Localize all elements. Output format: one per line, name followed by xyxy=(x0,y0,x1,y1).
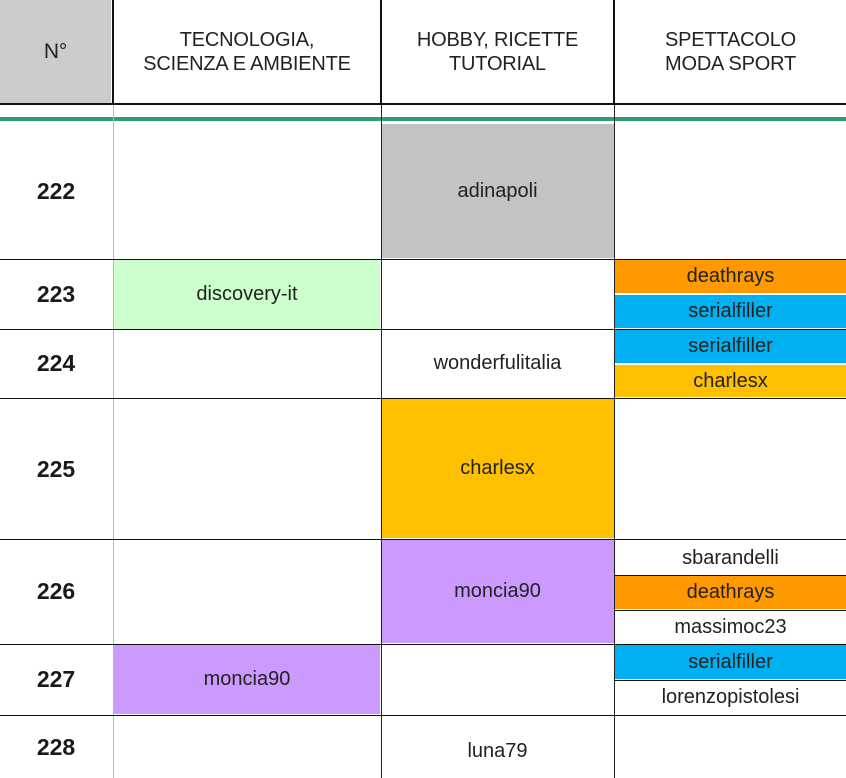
cell-224-hobby: wonderfulitalia xyxy=(433,352,562,374)
cell-222-hobby: adinapoli xyxy=(381,124,614,258)
row-separator-225 xyxy=(0,539,846,540)
header-hobby-line1: HOBBY, RICETTE xyxy=(416,29,579,51)
row-separator-222 xyxy=(0,259,846,260)
cell-227-show-2: lorenzopistolesi xyxy=(661,686,800,708)
header-tech-column: TECNOLOGIA, SCIENZA E AMBIENTE xyxy=(114,0,380,104)
accent-divider xyxy=(0,117,846,121)
cell-223-tech: discovery-it xyxy=(114,260,380,329)
body-divider-3 xyxy=(614,105,615,778)
header-hobby-column: HOBBY, RICETTE TUTORIAL xyxy=(382,0,613,104)
row-number-227: 227 xyxy=(36,666,76,692)
row-number-226: 226 xyxy=(36,578,76,604)
row-separator-226 xyxy=(0,644,846,645)
header-bottom-line xyxy=(0,103,846,105)
cell-226-show-2: deathrays xyxy=(615,576,846,609)
cell-228-hobby: luna79 xyxy=(467,739,528,762)
header-divider-3 xyxy=(613,0,615,104)
header-show-column: SPETTACOLO MODA SPORT xyxy=(615,0,846,104)
header-tech-line1: TECNOLOGIA, xyxy=(179,29,315,51)
subrow-separator-227 xyxy=(615,680,846,681)
cell-223-show-2: serialfiller xyxy=(615,295,846,328)
row-number-225: 225 xyxy=(36,455,76,482)
row-separator-224 xyxy=(0,398,846,399)
header-number-label: N° xyxy=(43,40,68,63)
cell-226-show-3: massimoc23 xyxy=(674,615,787,638)
header-hobby-line2: TUTORIAL xyxy=(449,53,546,75)
header-show-line1: SPETTACOLO xyxy=(665,29,796,51)
cell-225-hobby: charlesx xyxy=(381,399,614,538)
header-show-line2: MODA SPORT xyxy=(665,53,796,75)
header-tech-line2: SCIENZA E AMBIENTE xyxy=(143,53,351,75)
cell-226-hobby: moncia90 xyxy=(381,540,614,643)
body-divider-2 xyxy=(381,105,382,778)
body-divider-1 xyxy=(113,105,114,778)
header-divider-2 xyxy=(380,0,382,104)
cell-226-show-1: sbarandelli xyxy=(682,546,779,569)
row-number-222: 222 xyxy=(36,177,76,204)
row-number-224: 224 xyxy=(36,350,76,376)
header-divider-1 xyxy=(112,0,114,104)
subrow-separator-223 xyxy=(615,294,846,295)
header-number-cell xyxy=(0,0,111,104)
row-separator-223 xyxy=(0,329,846,330)
row-separator-227 xyxy=(0,715,846,716)
subrow-separator-226a xyxy=(615,575,846,576)
subrow-separator-224 xyxy=(615,364,846,365)
cell-223-show-1: deathrays xyxy=(615,260,846,293)
row-number-228: 228 xyxy=(36,733,76,760)
cell-224-show-1: serialfiller xyxy=(615,330,846,363)
cell-227-tech: moncia90 xyxy=(114,645,380,714)
subrow-separator-226b xyxy=(615,610,846,611)
cell-224-show-2: charlesx xyxy=(615,365,846,397)
cell-227-show-1: serialfiller xyxy=(615,645,846,679)
row-number-223: 223 xyxy=(36,281,76,307)
